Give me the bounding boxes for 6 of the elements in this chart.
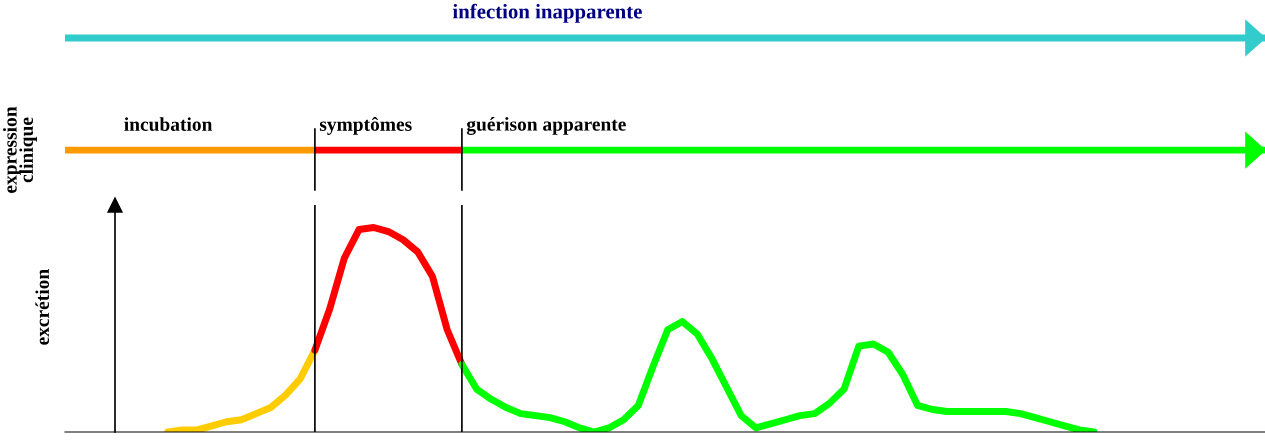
text: symptômes xyxy=(319,116,412,135)
text: expression clinique xyxy=(3,106,37,193)
y-axis-title: excrétion xyxy=(35,269,50,345)
text: guérison apparente xyxy=(466,117,626,135)
text: infection inapparente xyxy=(452,3,642,23)
text: incubation xyxy=(124,117,213,131)
